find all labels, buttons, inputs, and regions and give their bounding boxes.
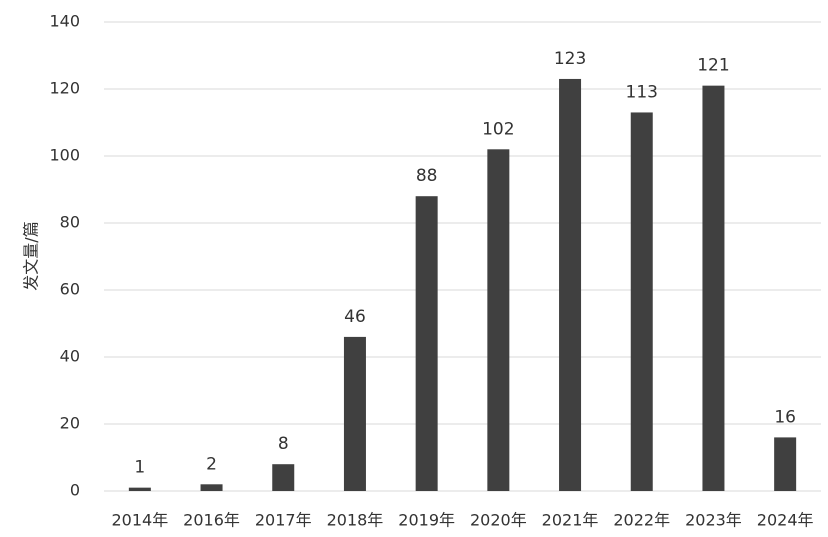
bar	[128, 487, 151, 491]
bar	[272, 464, 295, 491]
data-label: 123	[554, 49, 586, 69]
bar	[487, 149, 510, 492]
y-axis-label: 发文量/篇	[22, 221, 41, 290]
y-tick-label: 100	[49, 146, 80, 165]
bar	[702, 85, 725, 492]
x-tick-label: 2021年	[542, 511, 599, 530]
data-label: 113	[626, 82, 658, 102]
y-tick-label: 20	[60, 414, 80, 433]
bar	[200, 484, 223, 491]
data-label: 88	[416, 166, 438, 186]
x-tick-label: 2022年	[613, 511, 670, 530]
data-label: 8	[278, 434, 289, 454]
bar	[774, 437, 797, 491]
y-tick-label: 60	[60, 280, 80, 299]
x-tick-label: 2018年	[327, 511, 384, 530]
x-tick-label: 2016年	[183, 511, 240, 530]
y-tick-label: 0	[70, 481, 80, 500]
y-tick-label: 80	[60, 213, 80, 232]
y-tick-label: 120	[49, 79, 80, 98]
data-label: 46	[344, 307, 366, 327]
data-label: 16	[774, 407, 796, 427]
bar	[415, 196, 438, 491]
x-tick-label: 2019年	[398, 511, 455, 530]
data-label: 2	[206, 454, 217, 474]
data-label: 1	[134, 458, 145, 478]
data-label: 102	[482, 119, 514, 139]
x-tick-label: 2017年	[255, 511, 312, 530]
bar	[630, 112, 653, 491]
bar	[343, 336, 366, 491]
x-tick-label: 2023年	[685, 511, 742, 530]
data-label: 121	[697, 56, 729, 76]
y-tick-label: 40	[60, 347, 80, 366]
x-tick-label: 2020年	[470, 511, 527, 530]
y-tick-label: 140	[49, 12, 80, 31]
x-tick-label: 2014年	[111, 511, 168, 530]
x-tick-label: 2024年	[757, 511, 814, 530]
bar	[559, 78, 582, 491]
